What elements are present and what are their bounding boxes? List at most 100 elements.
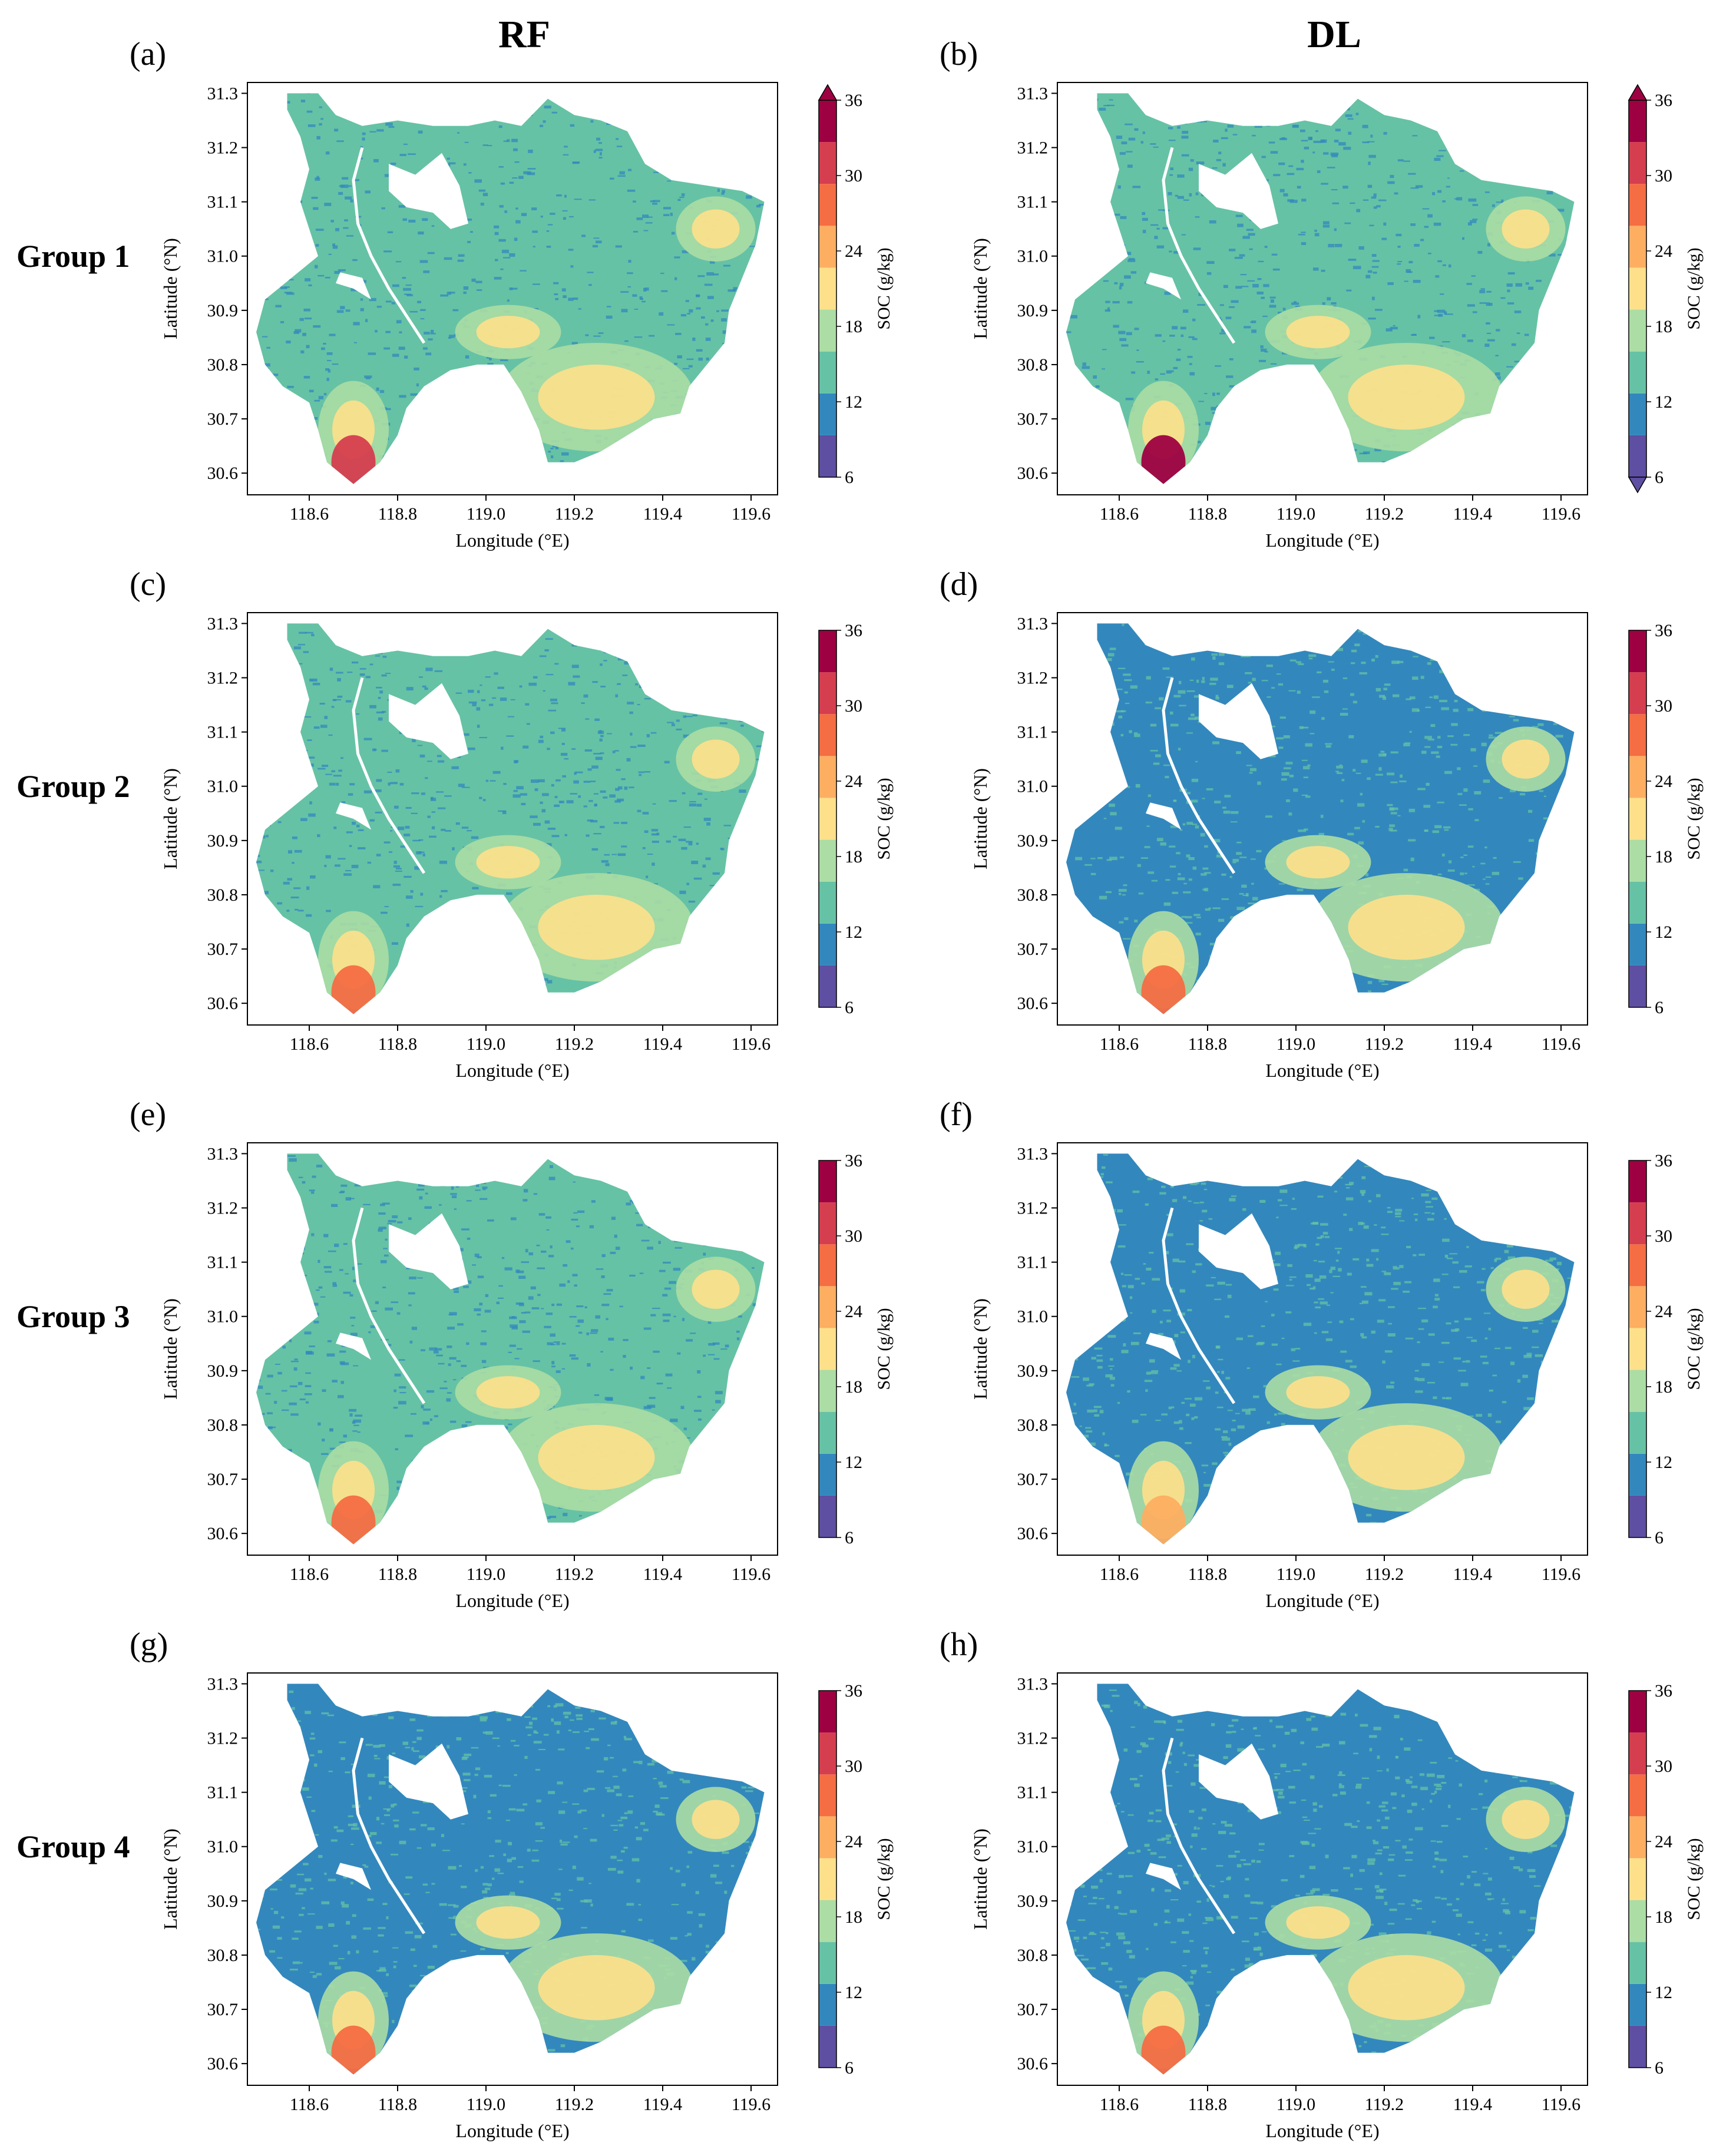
texture-cell xyxy=(1314,484,1317,485)
texture-cell xyxy=(1543,795,1546,797)
texture-cell xyxy=(1206,84,1209,85)
texture-cell xyxy=(733,139,738,142)
texture-cell xyxy=(290,1542,297,1544)
texture-cell xyxy=(722,1186,730,1189)
texture-cell xyxy=(662,85,668,88)
texture-cell xyxy=(475,1189,481,1191)
texture-cell xyxy=(1212,741,1219,745)
texture-cell xyxy=(1188,167,1193,171)
texture-cell xyxy=(1389,824,1395,827)
texture-cell xyxy=(290,1145,293,1148)
texture-cell xyxy=(379,1203,385,1206)
texture-cell xyxy=(294,1358,298,1361)
texture-cell xyxy=(732,336,737,338)
texture-cell xyxy=(448,987,454,990)
texture-cell xyxy=(1327,167,1335,168)
texture-cell xyxy=(375,650,383,654)
texture-cell xyxy=(400,845,408,848)
soc-map-d xyxy=(1066,623,1586,1014)
texture-cell xyxy=(313,455,321,457)
texture-cell xyxy=(736,887,745,888)
texture-cell xyxy=(590,120,594,123)
texture-cell xyxy=(501,249,509,253)
texture-cell xyxy=(457,259,464,262)
texture-cell xyxy=(1560,315,1565,318)
texture-cell xyxy=(256,971,260,974)
texture-cell xyxy=(1442,484,1444,485)
texture-cell xyxy=(1270,151,1278,154)
texture-cell xyxy=(521,1261,529,1264)
texture-cell xyxy=(1377,638,1382,641)
texture-cell xyxy=(260,929,267,932)
texture-cell xyxy=(1440,91,1446,93)
y-tick-label: 30.6 xyxy=(1017,994,1049,1013)
texture-cell xyxy=(299,939,305,943)
panel-label-b: (b) xyxy=(940,36,978,72)
texture-cell xyxy=(1535,161,1539,164)
texture-cell xyxy=(280,918,286,921)
texture-cell xyxy=(514,1358,520,1360)
texture-cell xyxy=(1060,290,1063,292)
texture-cell xyxy=(410,1413,416,1415)
texture-cell xyxy=(401,646,405,650)
texture-cell xyxy=(453,1443,459,1446)
x-tick-label: 118.8 xyxy=(378,504,417,524)
colorbar-bin xyxy=(1629,309,1646,352)
texture-cell xyxy=(1492,965,1499,967)
texture-cell xyxy=(403,617,411,620)
texture-cell xyxy=(721,375,725,378)
texture-cell xyxy=(1127,301,1133,304)
texture-cell xyxy=(472,918,477,920)
texture-cell xyxy=(507,299,510,302)
texture-cell xyxy=(1580,945,1586,948)
texture-cell xyxy=(662,1294,668,1297)
texture-cell xyxy=(759,1241,765,1244)
texture-cell xyxy=(507,973,511,977)
texture-cell xyxy=(1125,703,1130,705)
texture-cell xyxy=(1324,425,1328,426)
texture-cell xyxy=(441,90,445,91)
texture-cell xyxy=(593,753,601,755)
texture-cell xyxy=(357,1431,361,1433)
texture-cell xyxy=(285,438,292,442)
texture-cell xyxy=(697,1418,702,1421)
texture-cell xyxy=(293,970,301,972)
texture-cell xyxy=(502,1515,510,1518)
texture-cell xyxy=(563,217,566,220)
texture-cell xyxy=(716,388,720,391)
texture-cell xyxy=(758,269,764,273)
texture-cell xyxy=(723,928,727,932)
texture-cell xyxy=(747,696,753,700)
texture-cell xyxy=(1452,481,1458,484)
texture-cell xyxy=(479,737,487,739)
texture-cell xyxy=(1493,938,1498,942)
texture-cell xyxy=(675,123,679,126)
texture-cell xyxy=(623,1355,626,1358)
texture-cell xyxy=(528,1252,533,1256)
texture-cell xyxy=(601,1304,610,1307)
texture-cell xyxy=(1513,719,1519,722)
texture-cell xyxy=(1556,930,1559,932)
texture-cell xyxy=(1385,328,1393,332)
texture-cell xyxy=(534,308,538,310)
texture-cell xyxy=(719,1536,724,1540)
texture-cell xyxy=(1258,260,1264,263)
texture-cell xyxy=(759,297,763,300)
texture-cell xyxy=(501,1520,505,1523)
texture-cell xyxy=(1223,811,1231,814)
texture-cell xyxy=(724,369,729,371)
texture-cell xyxy=(646,734,650,738)
texture-cell xyxy=(1432,635,1440,638)
texture-cell xyxy=(765,1358,773,1360)
texture-cell xyxy=(1506,392,1513,395)
texture-cell xyxy=(474,179,482,183)
texture-cell xyxy=(771,869,779,871)
texture-cell xyxy=(311,1191,315,1194)
texture-cell xyxy=(303,376,310,379)
texture-cell xyxy=(662,1313,671,1317)
texture-cell xyxy=(1339,994,1344,998)
texture-cell xyxy=(1076,1191,1082,1193)
texture-cell xyxy=(1117,185,1121,189)
texture-cell xyxy=(641,300,646,303)
texture-cell xyxy=(683,158,687,161)
